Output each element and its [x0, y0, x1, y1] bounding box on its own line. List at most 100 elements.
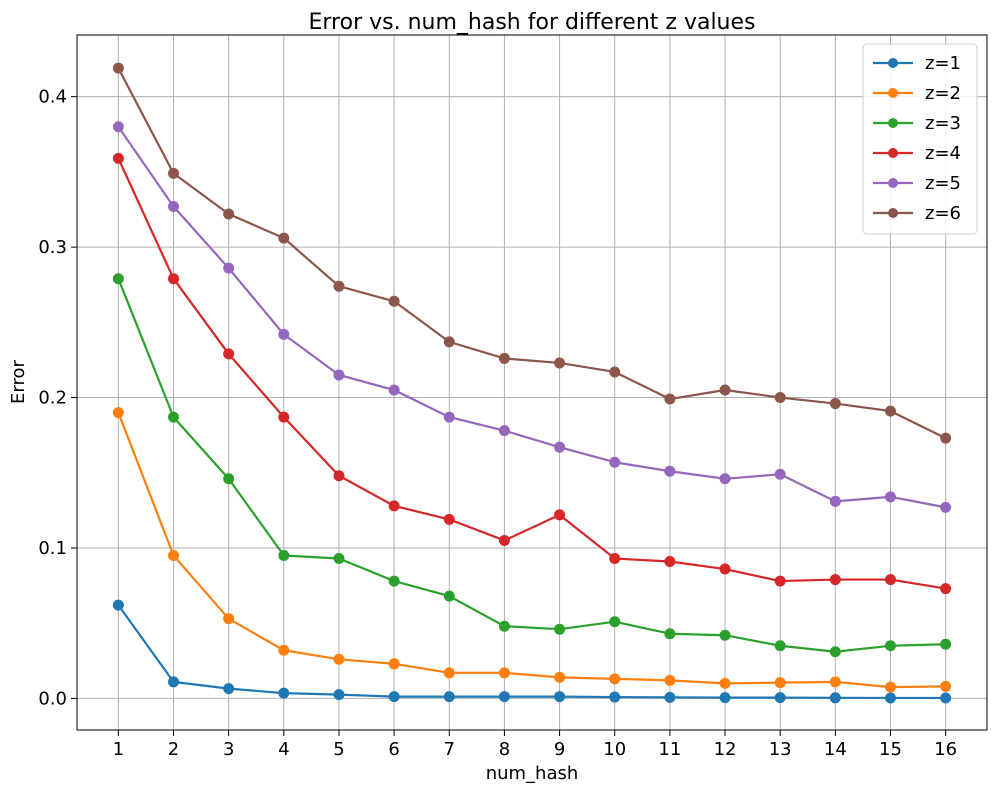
- x-tick-label: 9: [554, 739, 565, 760]
- data-point-z3: [278, 549, 290, 561]
- data-point-z5: [388, 384, 400, 396]
- data-point-z4: [719, 563, 731, 575]
- data-point-z3: [719, 629, 731, 641]
- x-tick-label: 3: [223, 739, 234, 760]
- data-point-z6: [719, 384, 731, 396]
- x-tick-label: 10: [603, 739, 626, 760]
- data-point-z5: [829, 495, 841, 507]
- data-point-z6: [333, 280, 345, 292]
- data-point-z6: [388, 295, 400, 307]
- data-point-z4: [168, 273, 180, 285]
- data-point-z5: [168, 200, 180, 212]
- data-point-z3: [829, 646, 841, 658]
- data-point-z2: [719, 677, 731, 689]
- legend-marker-z4: [888, 148, 898, 158]
- series-layer: [112, 62, 952, 704]
- data-point-z4: [333, 470, 345, 482]
- data-point-z4: [388, 500, 400, 512]
- series-line-z1: [117, 604, 946, 700]
- data-point-z3: [664, 628, 676, 640]
- legend-marker-z6: [888, 208, 898, 218]
- x-tick-label: 11: [658, 739, 681, 760]
- x-tick-label: 14: [824, 739, 847, 760]
- legend-marker-z2: [888, 88, 898, 98]
- data-point-z4: [609, 553, 621, 565]
- data-point-z3: [498, 620, 510, 632]
- data-point-z4: [278, 411, 290, 423]
- data-point-z5: [884, 491, 896, 503]
- data-point-z6: [829, 398, 841, 410]
- data-point-z4: [443, 513, 455, 525]
- data-point-z3: [388, 575, 400, 587]
- data-point-z2: [664, 674, 676, 686]
- legend-marker-z1: [888, 58, 898, 68]
- x-tick-label: 6: [388, 739, 399, 760]
- data-point-z3: [168, 411, 180, 423]
- series-line-z3: [117, 278, 946, 653]
- data-point-z1: [940, 692, 952, 704]
- data-point-z1: [774, 692, 786, 704]
- data-point-z4: [829, 574, 841, 586]
- data-point-z5: [112, 121, 124, 133]
- data-point-z4: [112, 152, 124, 164]
- data-point-z1: [609, 691, 621, 703]
- data-point-z3: [940, 638, 952, 650]
- data-point-z4: [774, 575, 786, 587]
- data-point-z5: [940, 501, 952, 513]
- data-point-z5: [498, 425, 510, 437]
- ticks: 1 2 3 4 5 6 7 8 9 10 11 12 13 14 15 160.00.10.20.30.4: [38, 87, 957, 760]
- legend-label-z4: z=4: [925, 143, 961, 164]
- series-line-z2: [117, 412, 946, 689]
- data-point-z2: [554, 671, 566, 683]
- y-tick-label: 0.3: [38, 237, 67, 258]
- data-point-z2: [774, 677, 786, 689]
- data-point-z6: [554, 357, 566, 369]
- x-tick-label: 2: [168, 739, 179, 760]
- data-point-z1: [829, 692, 841, 704]
- x-tick-label: 7: [444, 739, 455, 760]
- x-tick-label: 8: [499, 739, 510, 760]
- data-point-z2: [884, 681, 896, 693]
- data-point-z2: [168, 549, 180, 561]
- plot-frame: [76, 34, 988, 731]
- data-point-z2: [112, 407, 124, 419]
- series-line-z6: [117, 67, 947, 440]
- data-point-z3: [443, 590, 455, 602]
- data-point-z6: [112, 62, 124, 74]
- data-point-z1: [443, 691, 455, 703]
- data-point-z5: [443, 411, 455, 423]
- data-point-z4: [498, 534, 510, 546]
- chart-title: Error vs. num_hash for different z value…: [309, 10, 756, 35]
- x-axis-label: num_hash: [486, 763, 579, 784]
- data-point-z6: [609, 366, 621, 378]
- data-point-z6: [884, 405, 896, 417]
- data-point-z3: [554, 623, 566, 635]
- legend: z=1 z=2 z=3 z=4 z=5 z=6: [862, 43, 978, 235]
- data-point-z2: [609, 673, 621, 685]
- data-point-z5: [719, 473, 731, 485]
- data-point-z2: [829, 676, 841, 688]
- data-point-z4: [940, 583, 952, 595]
- data-point-z6: [278, 232, 290, 244]
- data-point-z2: [940, 680, 952, 692]
- data-point-z1: [554, 691, 566, 703]
- data-point-z5: [333, 369, 345, 381]
- data-point-z5: [223, 262, 235, 274]
- legend-label-z1: z=1: [925, 53, 961, 74]
- data-point-z6: [774, 392, 786, 404]
- data-point-z4: [664, 556, 676, 568]
- legend-marker-z5: [888, 178, 898, 188]
- data-point-z4: [554, 509, 566, 521]
- legend-label-z6: z=6: [925, 203, 961, 224]
- data-point-z6: [223, 208, 235, 220]
- data-point-z1: [333, 689, 345, 701]
- legend-marker-z3: [888, 118, 898, 128]
- data-point-z5: [664, 465, 676, 477]
- data-point-z3: [774, 640, 786, 652]
- x-tick-label: 15: [879, 739, 902, 760]
- data-point-z1: [664, 691, 676, 703]
- data-point-z3: [223, 473, 235, 485]
- data-point-z1: [223, 683, 235, 695]
- y-tick-label: 0.0: [38, 688, 67, 709]
